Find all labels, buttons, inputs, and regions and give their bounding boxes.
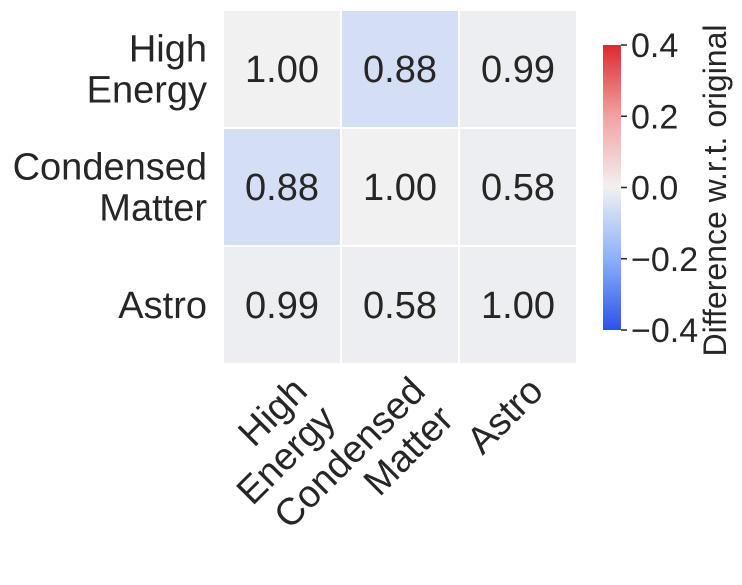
heatmap-cell <box>342 129 458 245</box>
colorbar-tick-label: −0.4 <box>631 312 698 350</box>
heatmap-cell <box>342 247 458 363</box>
heatmap-cell <box>460 11 576 127</box>
cell-value-label: 0.88 <box>245 167 319 209</box>
x-tick-label: Astro <box>459 370 551 462</box>
heatmap-cell <box>224 247 340 363</box>
colorbar-label: Difference w.r.t. original <box>697 24 733 356</box>
colorbar-tick-label: −0.2 <box>631 241 698 279</box>
heatmap-cell <box>460 247 576 363</box>
cell-value-label: 0.99 <box>481 49 555 91</box>
y-axis-labels: High Energy Condensed Matter Astro <box>13 29 208 328</box>
heatmap-cell <box>224 11 340 127</box>
colorbar-ticks: 0.4 0.2 0.0 −0.2 −0.4 <box>621 27 698 350</box>
heatmap-cell <box>224 129 340 245</box>
cell-value-label: 1.00 <box>245 49 319 91</box>
cell-value-label: 0.58 <box>363 285 437 327</box>
cell-value-label: 1.00 <box>363 167 437 209</box>
colorbar-gradient <box>603 45 621 330</box>
y-tick-label: High Energy <box>87 29 207 112</box>
colorbar-tick-label: 0.0 <box>631 170 678 208</box>
y-tick-label: Condensed Matter <box>13 147 208 230</box>
heatmap-cell <box>460 129 576 245</box>
colorbar-tick-label: 0.4 <box>631 27 678 65</box>
heatmap-cell <box>342 11 458 127</box>
cell-value-label: 0.58 <box>481 167 555 209</box>
y-tick-label: Astro <box>118 285 207 327</box>
cell-value-label: 0.88 <box>363 49 437 91</box>
cell-value-label: 0.99 <box>245 285 319 327</box>
cell-value-label: 1.00 <box>481 285 555 327</box>
colorbar: 0.4 0.2 0.0 −0.2 −0.4 Difference w.r.t. orig… <box>603 24 733 357</box>
x-tick-label-group: Astro <box>459 370 551 462</box>
heatmap-cells: 1.00 0.88 0.99 0.88 1.00 0.58 0.99 0.58 1.00 <box>224 11 576 363</box>
colorbar-tick-label: 0.2 <box>631 98 678 136</box>
